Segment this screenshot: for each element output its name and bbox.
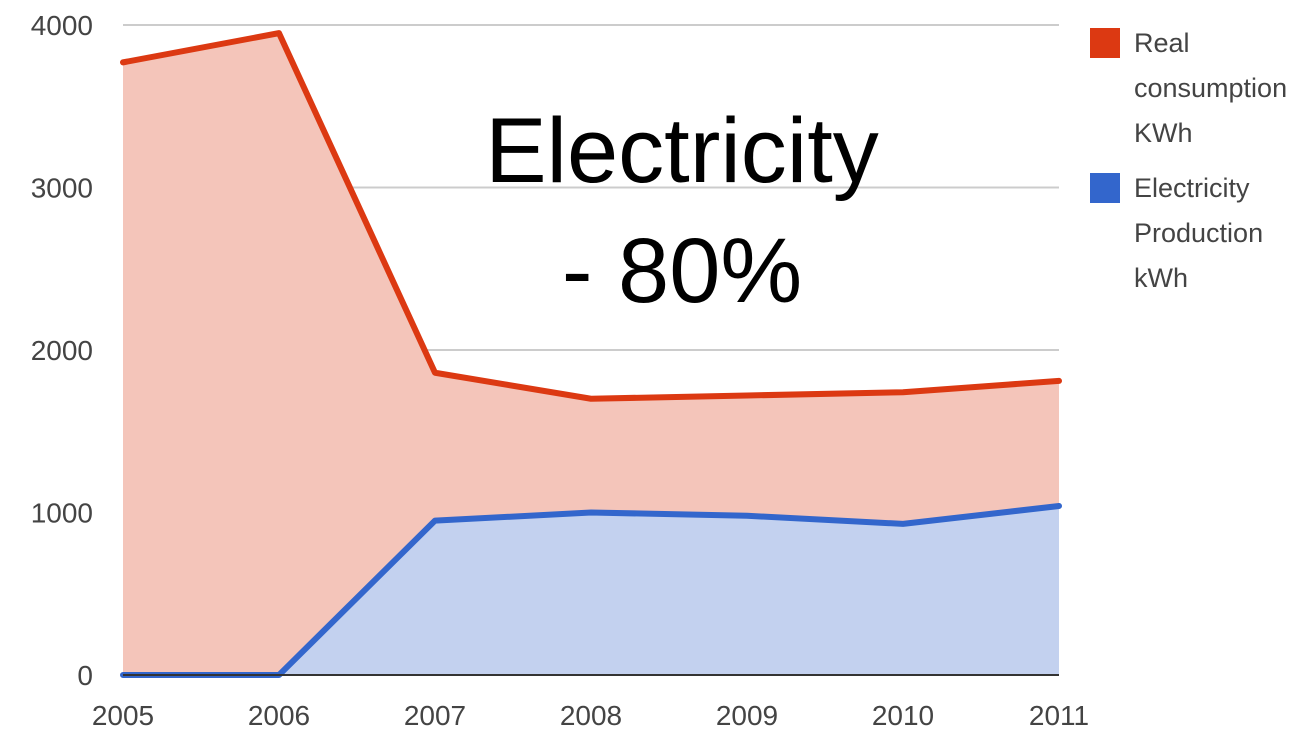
point-series-1-2008 — [588, 396, 594, 402]
x-tick-label-2006: 2006 — [248, 700, 310, 731]
legend-label-series-1-line-2: consumption — [1134, 73, 1287, 103]
legend: Real consumption KWh Electricity Production k… — [1090, 28, 1287, 293]
axes: 0 1000 2000 3000 4000 2005 2006 2007 2008 2009 201… — [31, 10, 1089, 731]
x-tick-label-2005: 2005 — [92, 700, 154, 731]
legend-label-series-1-line-1: Real — [1134, 28, 1190, 58]
x-tick-label-2007: 2007 — [404, 700, 466, 731]
legend-label-series-2-line-3: kWh — [1134, 263, 1188, 293]
point-series-1-2007 — [432, 370, 438, 376]
point-series-1-2006 — [276, 30, 282, 36]
x-tick-label-2009: 2009 — [716, 700, 778, 731]
point-series-2-2011 — [1056, 503, 1062, 509]
y-tick-label-4000: 4000 — [31, 10, 93, 41]
point-series-2-2007 — [432, 518, 438, 524]
overlay-text-percentage: - 80% — [562, 220, 802, 322]
series-areas — [123, 33, 1059, 675]
legend-swatch-series-2 — [1090, 173, 1120, 203]
point-series-1-2009 — [744, 393, 750, 399]
x-tick-label-2011: 2011 — [1029, 700, 1089, 731]
overlay-text-electricity: Electricity — [485, 100, 879, 202]
point-series-1-2005 — [120, 59, 126, 65]
line-series-1 — [120, 30, 1062, 402]
x-tick-label-2010: 2010 — [872, 700, 934, 731]
point-series-1-2010 — [900, 389, 906, 395]
area-series-2 — [123, 506, 1059, 675]
point-series-2-2009 — [744, 513, 750, 519]
legend-label-series-1-line-3: KWh — [1134, 118, 1193, 148]
y-tick-label-3000: 3000 — [31, 173, 93, 204]
point-series-2-2008 — [588, 510, 594, 516]
point-series-2-2010 — [900, 521, 906, 527]
y-tick-label-1000: 1000 — [31, 498, 93, 529]
y-tick-label-2000: 2000 — [31, 335, 93, 366]
point-series-1-2011 — [1056, 378, 1062, 384]
legend-swatch-series-1 — [1090, 28, 1120, 58]
legend-label-series-2-line-1: Electricity — [1134, 173, 1250, 203]
legend-label-series-2-line-2: Production — [1134, 218, 1263, 248]
x-tick-label-2008: 2008 — [560, 700, 622, 731]
area-series-1 — [123, 33, 1059, 675]
y-tick-label-0: 0 — [77, 660, 93, 691]
